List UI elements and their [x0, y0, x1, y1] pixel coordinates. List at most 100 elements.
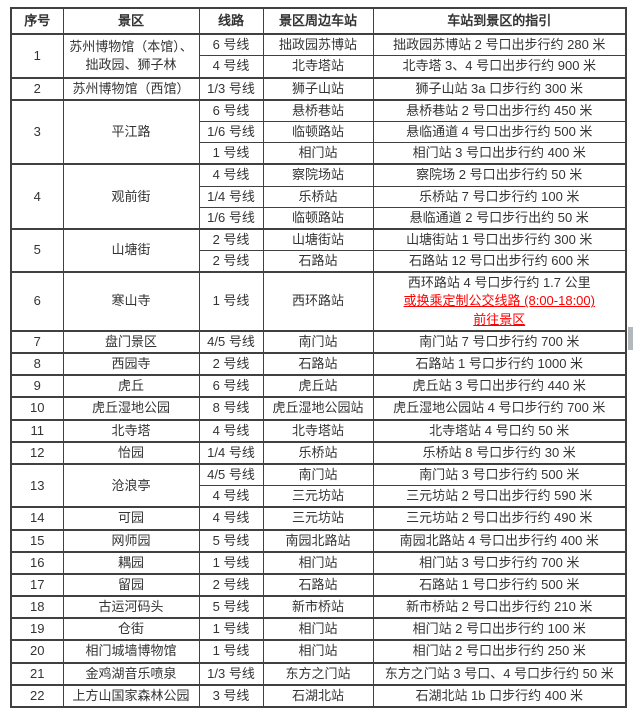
- document-page: 序号 景区 线路 景区周边车站 车站到景区的指引 1 苏州博物馆（本馆）、拙政园、…: [10, 7, 633, 708]
- line-cell: 3 号线: [198, 683, 264, 708]
- line-cell: 4 号线: [198, 485, 264, 508]
- station-cell: 悬桥巷站: [262, 98, 374, 122]
- guide-cell: 南门站 3 号口步行约 500 米: [372, 462, 627, 487]
- table-row: 18 古运河码头 5 号线 新市桥站 新市桥站 2 号口出步行约 210 米: [10, 595, 627, 619]
- guide-cell: 拙政园苏博站 2 号口出步行约 280 米: [372, 33, 627, 57]
- table-row: 1/6 号线 临顿路站 悬临通道 4 号口出步行约 500 米: [11, 120, 627, 144]
- seq-cell: 16: [10, 550, 64, 575]
- station-cell: 临顿路站: [262, 120, 374, 144]
- header-guide: 车站到景区的指引: [372, 7, 627, 35]
- area-cell: 沧浪亭: [62, 462, 200, 508]
- area-cell: 相门城墙博物馆: [62, 639, 200, 664]
- guide-cell: 三元坊站 2 号口出步行约 490 米: [372, 506, 627, 531]
- line-cell: 1 号线: [198, 142, 264, 165]
- right-edge-mark: [628, 327, 633, 350]
- line-cell: 1/3 号线: [198, 661, 264, 686]
- table-row: 12 怡园 1/4 号线 乐桥站 乐桥站 8 号口步行约 30 米: [10, 440, 627, 465]
- station-cell: 北寺塔站: [262, 418, 374, 443]
- line-cell: 1/6 号线: [198, 206, 264, 230]
- area-cell: 平江路: [62, 98, 200, 165]
- station-cell: 南门站: [262, 462, 374, 487]
- table-row: 10 虎丘湿地公园 8 号线 虎丘湿地公园站 虎丘湿地公园站 4 号口步行约 700 米: [10, 396, 627, 421]
- line-cell: 1 号线: [198, 550, 264, 575]
- area-cell: 上方山国家森林公园: [62, 683, 200, 708]
- seq-cell: 13: [10, 462, 64, 508]
- table-row: 4 号线 三元坊站 三元坊站 2 号口出步行约 590 米: [11, 485, 627, 508]
- guide-cell: 乐桥站 7 号口步行约 100 米: [372, 185, 627, 208]
- area-cell: 怡园: [62, 440, 200, 465]
- seq-cell: 6: [10, 271, 64, 332]
- table-row: 6 寒山寺 1 号线 西环路站 西环路站 4 号口步行约 1.7 公里 或换乘定制公交线路…: [10, 271, 627, 332]
- station-cell: 石路站: [262, 250, 374, 273]
- seq-cell: 14: [10, 506, 64, 531]
- station-cell: 南园北路站: [262, 528, 374, 553]
- guide-line: 西环路站 4 号口步行约 1.7 公里: [407, 275, 591, 291]
- guide-cell: 相门站 3 号口步行约 700 米: [372, 550, 627, 575]
- station-cell: 三元坊站: [262, 485, 374, 508]
- line-cell: 1 号线: [198, 271, 264, 332]
- table-row: 2 苏州博物馆（西馆） 1/3 号线 狮子山站 狮子山站 3a 口步行约 300 米: [10, 76, 627, 101]
- guide-red-note: 前往景区: [473, 311, 526, 327]
- area-cell: 山塘街: [62, 227, 200, 273]
- seq-cell: 1: [10, 33, 64, 79]
- line-cell: 2 号线: [198, 572, 264, 597]
- table-row: 19 仓街 1 号线 相门站 相门站 2 号口出步行约 100 米: [10, 617, 627, 641]
- table-row: 1 苏州博物馆（本馆）、拙政园、狮子林 6 号线 拙政园苏博站 拙政园苏博站 2 号口出…: [10, 33, 627, 79]
- guide-cell: 石路站 1 号口步行约 1000 米: [372, 351, 627, 376]
- guide-cell: 东方之门站 3 号口、4 号口步行约 50 米: [372, 661, 627, 686]
- seq-cell: 4: [10, 163, 64, 230]
- header-station: 景区周边车站: [262, 7, 374, 35]
- station-cell: 西环路站: [262, 271, 374, 332]
- station-cell: 东方之门站: [262, 661, 374, 686]
- station-cell: 拙政园苏博站: [262, 33, 374, 57]
- line-cell: 6 号线: [198, 33, 264, 57]
- seq-cell: 12: [10, 440, 64, 465]
- table-body: 1 苏州博物馆（本馆）、拙政园、狮子林 6 号线 拙政园苏博站 拙政园苏博站 2 号口出…: [10, 33, 627, 708]
- table-row: 1 号线 相门站 相门站 3 号口出步行约 400 米: [11, 142, 627, 165]
- area-cell: 寒山寺: [62, 271, 200, 332]
- table-row: 11 北寺塔 4 号线 北寺塔站 北寺塔站 4 号口约 50 米: [10, 418, 627, 443]
- line-cell: 6 号线: [198, 98, 264, 122]
- table-row: 1/6 号线 临顿路站 悬临通道 2 号口步行出约 50 米: [11, 206, 627, 230]
- guide-cell: 新市桥站 2 号口出步行约 210 米: [372, 595, 627, 619]
- guide-cell: 察院场 2 号口出步行约 50 米: [372, 163, 627, 187]
- line-cell: 1 号线: [198, 639, 264, 664]
- seq-cell: 21: [10, 661, 64, 686]
- guide-cell: 石路站 1 号口步行约 500 米: [372, 572, 627, 597]
- table-header-row: 序号 景区 线路 景区周边车站 车站到景区的指引: [10, 7, 627, 35]
- seq-cell: 18: [10, 595, 64, 619]
- guide-cell: 狮子山站 3a 口步行约 300 米: [372, 76, 627, 101]
- line-cell: 1/4 号线: [198, 440, 264, 465]
- table-row: 17 留园 2 号线 石路站 石路站 1 号口步行约 500 米: [10, 572, 627, 597]
- guide-cell: 西环路站 4 号口步行约 1.7 公里 或换乘定制公交线路 (8:00-18:00…: [372, 271, 627, 332]
- header-area: 景区: [62, 7, 200, 35]
- line-cell: 1/6 号线: [198, 120, 264, 144]
- station-cell: 北寺塔站: [262, 55, 374, 79]
- seq-cell: 9: [10, 374, 64, 398]
- seq-cell: 10: [10, 396, 64, 421]
- station-cell: 石湖北站: [262, 683, 374, 708]
- station-cell: 狮子山站: [262, 76, 374, 101]
- table-row: 15 网师园 5 号线 南园北路站 南园北路站 4 号口出步行约 400 米: [10, 528, 627, 553]
- table-row: 2 号线 石路站 石路站 12 号口出步行约 600 米: [11, 250, 627, 273]
- line-cell: 4 号线: [198, 506, 264, 531]
- table-row: 5 山塘街 2 号线 山塘街站 山塘街站 1 号口出步行约 300 米: [10, 227, 627, 273]
- table-row: 4 观前街 4 号线 察院场站 察院场 2 号口出步行约 50 米: [10, 163, 627, 230]
- area-cell: 仓街: [62, 617, 200, 641]
- area-cell: 苏州博物馆（本馆）、拙政园、狮子林: [62, 33, 200, 79]
- line-cell: 5 号线: [198, 595, 264, 619]
- area-cell: 苏州博物馆（西馆）: [62, 76, 200, 101]
- guide-cell: 山塘街站 1 号口出步行约 300 米: [372, 227, 627, 252]
- guide-cell: 虎丘站 3 号口出步行约 440 米: [372, 374, 627, 398]
- guide-cell: 悬临通道 4 号口出步行约 500 米: [372, 120, 627, 144]
- guide-cell: 乐桥站 8 号口步行约 30 米: [372, 440, 627, 465]
- station-cell: 相门站: [262, 617, 374, 641]
- area-cell: 北寺塔: [62, 418, 200, 443]
- station-cell: 石路站: [262, 572, 374, 597]
- table-row: 20 相门城墙博物馆 1 号线 相门站 相门站 2 号口出步行约 250 米: [10, 639, 627, 664]
- area-cell: 观前街: [62, 163, 200, 230]
- seq-cell: 22: [10, 683, 64, 708]
- station-cell: 山塘街站: [262, 227, 374, 252]
- area-cell: 金鸡湖音乐喷泉: [62, 661, 200, 686]
- station-cell: 相门站: [262, 639, 374, 664]
